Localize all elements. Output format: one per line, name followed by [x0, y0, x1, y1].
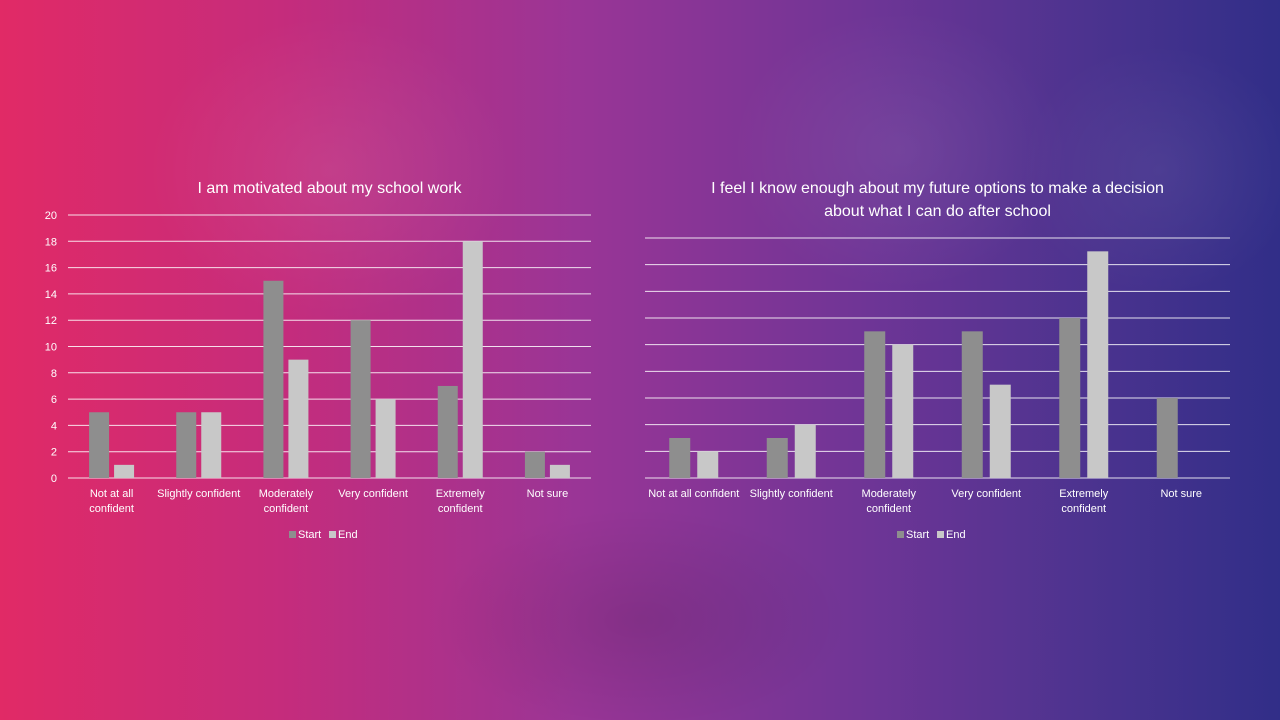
legend-label: End: [338, 529, 358, 541]
legend-swatch-end: [329, 531, 336, 538]
x-category-label: Extremely: [436, 488, 485, 500]
bar-start: [524, 451, 545, 478]
bar-end: [375, 399, 396, 478]
chart-title: about what I can do after school: [824, 203, 1051, 220]
x-category-label: Slightly confident: [750, 488, 833, 500]
x-category-label: Extremely: [1059, 488, 1108, 500]
bar-end: [201, 412, 222, 478]
bar-start: [263, 280, 284, 478]
y-tick-label: 2: [51, 447, 57, 459]
bar-start: [350, 320, 371, 478]
x-category-label: confident: [264, 503, 309, 515]
y-tick-label: 4: [51, 420, 57, 432]
bar-start: [766, 438, 788, 478]
y-tick-label: 0: [51, 473, 57, 485]
x-category-label: Moderately: [259, 488, 314, 500]
legend-label: End: [946, 529, 966, 541]
legend-label: Start: [906, 529, 929, 541]
x-category-label: Not at all confident: [648, 488, 739, 500]
bar-start: [176, 412, 197, 478]
y-tick-label: 6: [51, 394, 57, 406]
x-category-label: Not at all: [90, 488, 133, 500]
bar-start: [1156, 398, 1178, 478]
y-tick-label: 8: [51, 368, 57, 380]
chart-title: I am motivated about my school work: [197, 180, 462, 197]
y-tick-label: 14: [45, 289, 57, 301]
chart-motivation: I am motivated about my school work 0 2 4 6 8…: [45, 180, 570, 541]
chart-title: I feel I know enough about my future opt…: [711, 180, 1164, 197]
bar-end: [892, 344, 914, 478]
legend-swatch-start: [897, 531, 904, 538]
bar-start: [437, 385, 458, 478]
y-tick-label: 20: [45, 210, 57, 222]
bar-end: [1087, 251, 1109, 478]
bar-start: [89, 412, 110, 478]
x-category-label: Not sure: [1160, 488, 1202, 500]
y-tick-label: 10: [45, 342, 57, 354]
x-category-label: Slightly confident: [157, 488, 240, 500]
bar-end: [549, 464, 570, 478]
bar-end: [794, 424, 816, 478]
bar-start: [1059, 318, 1081, 478]
y-tick-label: 12: [45, 315, 57, 327]
x-category-label: Moderately: [862, 488, 917, 500]
bar-start: [669, 438, 691, 478]
x-category-label: Not sure: [527, 488, 569, 500]
x-category-label: Very confident: [951, 488, 1021, 500]
bar-end: [462, 241, 483, 478]
bar-start: [961, 331, 983, 478]
y-tick-label: 18: [45, 236, 57, 248]
bar-end: [114, 464, 135, 478]
legend-swatch-end: [937, 531, 944, 538]
x-category-label: confident: [438, 503, 483, 515]
legend-swatch-start: [289, 531, 296, 538]
legend-label: Start: [298, 529, 321, 541]
chart-future-options: I feel I know enough about my future opt…: [645, 180, 1230, 541]
bar-end: [697, 451, 719, 478]
x-category-label: confident: [1061, 503, 1106, 515]
bar-end: [288, 359, 309, 478]
bar-start: [864, 331, 886, 478]
x-category-label: confident: [866, 503, 911, 515]
x-category-label: Very confident: [338, 488, 408, 500]
y-tick-label: 16: [45, 263, 57, 275]
x-category-label: confident: [89, 503, 134, 515]
bar-end: [989, 384, 1011, 478]
